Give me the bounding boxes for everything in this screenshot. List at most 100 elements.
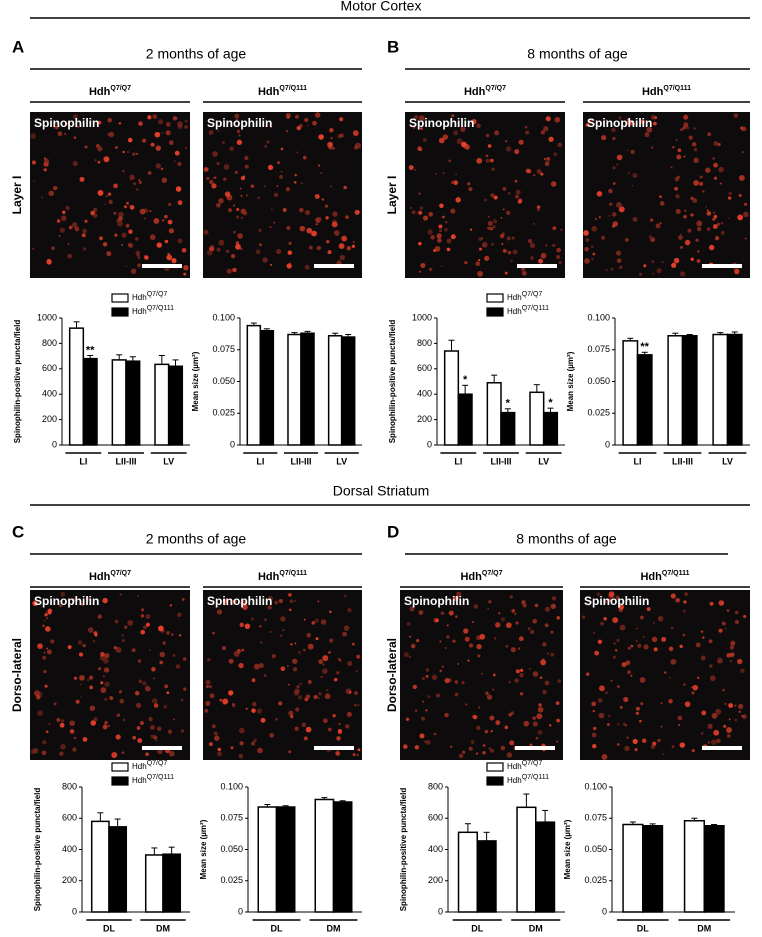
puncta	[356, 654, 361, 659]
bar	[340, 336, 356, 446]
puncta	[435, 618, 439, 623]
puncta	[104, 720, 108, 725]
puncta	[87, 627, 94, 633]
puncta	[122, 169, 125, 173]
puncta	[471, 118, 477, 125]
puncta	[425, 709, 428, 712]
bar	[712, 333, 729, 446]
puncta	[713, 729, 720, 736]
puncta	[157, 625, 164, 632]
puncta	[71, 222, 78, 228]
puncta	[97, 120, 102, 125]
puncta	[88, 675, 94, 680]
puncta	[442, 134, 449, 140]
puncta	[728, 191, 732, 196]
puncta	[59, 604, 62, 608]
puncta	[301, 722, 307, 728]
puncta	[279, 175, 283, 179]
puncta	[470, 740, 475, 744]
puncta	[294, 642, 297, 645]
puncta	[173, 718, 175, 721]
puncta	[161, 131, 164, 134]
puncta	[716, 222, 721, 226]
puncta	[598, 216, 601, 219]
puncta	[138, 679, 143, 684]
legend-swatch	[486, 762, 504, 772]
puncta	[138, 180, 142, 184]
bar	[259, 329, 275, 446]
puncta	[277, 161, 280, 165]
puncta	[346, 246, 351, 251]
puncta	[532, 618, 538, 624]
puncta	[211, 724, 216, 729]
puncta	[533, 222, 536, 225]
puncta	[262, 257, 268, 263]
puncta	[250, 184, 255, 189]
puncta	[662, 753, 665, 756]
puncta	[115, 734, 121, 740]
puncta	[73, 736, 77, 740]
genotype-label: HdhQ7/Q7	[89, 570, 131, 583]
puncta	[691, 142, 697, 147]
puncta	[617, 723, 620, 726]
puncta	[502, 208, 505, 211]
x-tick-label: DM	[697, 923, 711, 933]
puncta	[421, 716, 425, 721]
puncta	[122, 150, 125, 154]
legend-label-sup: Q7/Q111	[147, 774, 174, 781]
puncta	[276, 185, 279, 187]
puncta	[506, 752, 513, 758]
puncta	[217, 747, 221, 752]
puncta	[453, 596, 459, 602]
y-axis-label: Mean size (µm²)	[563, 819, 572, 879]
puncta	[586, 672, 590, 676]
puncta	[540, 130, 545, 135]
genotype-label: HdhQ7/Q111	[258, 85, 307, 98]
puncta	[543, 126, 549, 132]
puncta	[406, 621, 411, 626]
puncta	[616, 638, 620, 643]
x-tick-label: LI	[634, 456, 642, 466]
puncta	[427, 229, 433, 235]
puncta	[635, 627, 638, 630]
legend-label: HdhQ7/Q111	[132, 774, 174, 785]
puncta	[519, 673, 524, 678]
puncta	[357, 704, 360, 706]
x-tick-label: LII-III	[672, 456, 693, 466]
puncta	[517, 647, 521, 650]
puncta	[256, 708, 263, 714]
puncta	[445, 220, 448, 224]
puncta	[612, 136, 616, 141]
puncta	[659, 222, 662, 225]
puncta	[299, 682, 302, 686]
puncta	[583, 230, 589, 236]
puncta	[266, 140, 270, 144]
puncta	[93, 207, 98, 212]
puncta	[601, 134, 607, 141]
puncta	[677, 235, 683, 240]
puncta	[255, 249, 261, 255]
puncta	[163, 704, 168, 709]
puncta	[717, 660, 720, 663]
y-tick-label: 0	[427, 439, 432, 449]
puncta	[238, 134, 241, 137]
puncta	[455, 615, 458, 618]
puncta	[437, 238, 442, 243]
puncta	[538, 258, 543, 264]
x-tick-label: LV	[163, 456, 174, 466]
puncta	[419, 206, 424, 210]
puncta	[700, 655, 706, 661]
puncta	[235, 243, 241, 250]
puncta	[100, 651, 105, 657]
puncta	[627, 670, 631, 675]
puncta	[692, 684, 699, 691]
puncta	[48, 190, 54, 197]
puncta	[481, 237, 484, 240]
puncta	[450, 745, 453, 748]
puncta	[160, 167, 164, 171]
puncta	[203, 229, 209, 235]
puncta	[608, 591, 615, 598]
puncta	[714, 235, 720, 241]
puncta	[135, 152, 139, 156]
puncta	[556, 255, 561, 260]
